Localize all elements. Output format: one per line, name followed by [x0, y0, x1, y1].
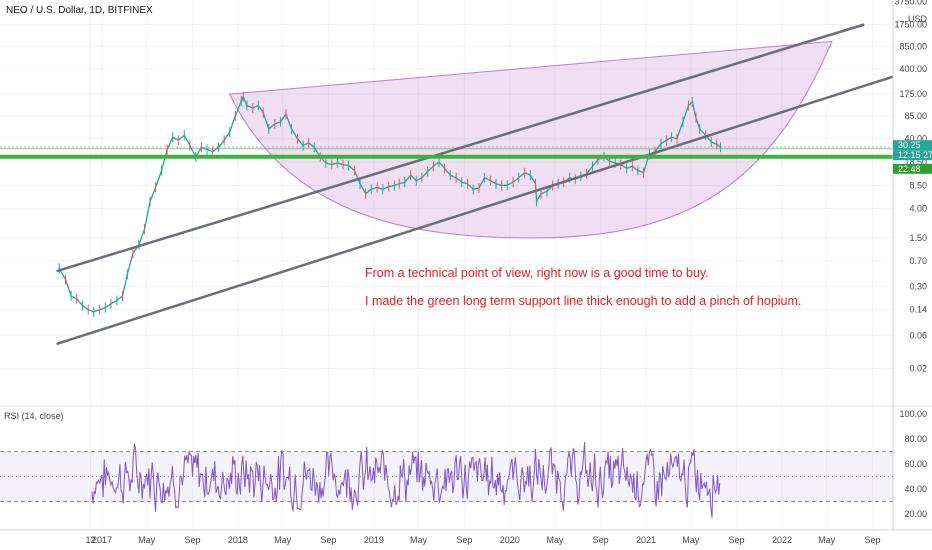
time-tick-5: May [274, 535, 292, 545]
time-tick-13: 2021 [636, 535, 656, 545]
price-tick-7: 18.50 [904, 157, 927, 167]
rsi-tick-2: 60.00 [904, 459, 927, 469]
trendlines[interactable] [56, 23, 894, 346]
channel-lower [56, 84, 865, 346]
price-tick-10: 1.50 [909, 233, 927, 243]
time-tick-10: 2020 [500, 535, 520, 545]
price-tick-8: 8.50 [909, 181, 927, 191]
time-tick-4: 2018 [228, 535, 248, 545]
price-tick-13: 0.14 [909, 305, 927, 315]
time-tick-0: 12 [85, 535, 95, 545]
price-tick-0: 3750.00 [894, 0, 927, 6]
price-tick-14: 0.06 [909, 330, 927, 340]
grid [0, 0, 893, 530]
time-tick-12: Sep [593, 535, 609, 545]
badge-bg-0 [893, 140, 932, 151]
annotation-2[interactable]: I made the green long term support line … [365, 294, 801, 308]
time-tick-9: Sep [456, 535, 472, 545]
time-tick-16: 2022 [772, 535, 792, 545]
time-tick-17: May [818, 535, 836, 545]
badge-bg-1 [893, 150, 932, 161]
time-tick-11: May [546, 535, 564, 545]
channel-lower-ext [863, 75, 894, 88]
chart-title: NEO / U.S. Dollar, 1D, BITFINEX [6, 5, 153, 16]
time-tick-14: May [682, 535, 700, 545]
badge-text-2: 22.48 [898, 164, 921, 174]
badge-bg-2 [893, 163, 932, 174]
main-pane[interactable] [0, 0, 893, 405]
time-tick-2: May [138, 535, 156, 545]
rsi-line [91, 442, 721, 518]
price-tick-9: 4.00 [909, 203, 927, 213]
price-tick-4: 175.00 [899, 89, 927, 99]
price-tick-6: 40.00 [904, 134, 927, 144]
currency-label: USD [908, 14, 928, 24]
price-tick-11: 0.70 [909, 256, 927, 266]
time-tick-15: Sep [729, 535, 745, 545]
rsi-tick-0: 100.00 [899, 409, 927, 419]
rsi-label[interactable]: RSI (14, close) [4, 411, 64, 421]
price-axis[interactable]: 3750.00 1750.00 850.00 400.00 175.00 85.00 40.… [894, 0, 927, 374]
price-tick-1: 1750.00 [894, 20, 927, 30]
time-tick-6: Sep [320, 535, 336, 545]
rsi-tick-3: 40.00 [904, 484, 927, 494]
time-tick-1: 2017 [92, 535, 112, 545]
badge-text-1: 12:15:27 [898, 150, 932, 160]
rsi-axis: 100.00 80.00 60.00 40.00 20.00 [899, 409, 927, 519]
price-tick-2: 850.00 [899, 41, 927, 51]
price-tick-3: 400.00 [899, 64, 927, 74]
price-tick-5: 85.00 [904, 111, 927, 121]
price-tick-15: 0.02 [909, 364, 927, 374]
channel-upper [56, 23, 865, 273]
rsi-tick-1: 80.00 [904, 434, 927, 444]
time-tick-8: May [410, 535, 428, 545]
time-tick-3: Sep [184, 535, 200, 545]
annotation-1[interactable]: From a technical point of view, right no… [365, 266, 709, 280]
rsi-tick-4: 20.00 [904, 509, 927, 519]
price-tick-12: 0.30 [909, 282, 927, 292]
time-tick-18: Sep [864, 535, 880, 545]
badge-text-0: 30.25 [898, 140, 921, 150]
time-tick-7: 2019 [364, 535, 384, 545]
